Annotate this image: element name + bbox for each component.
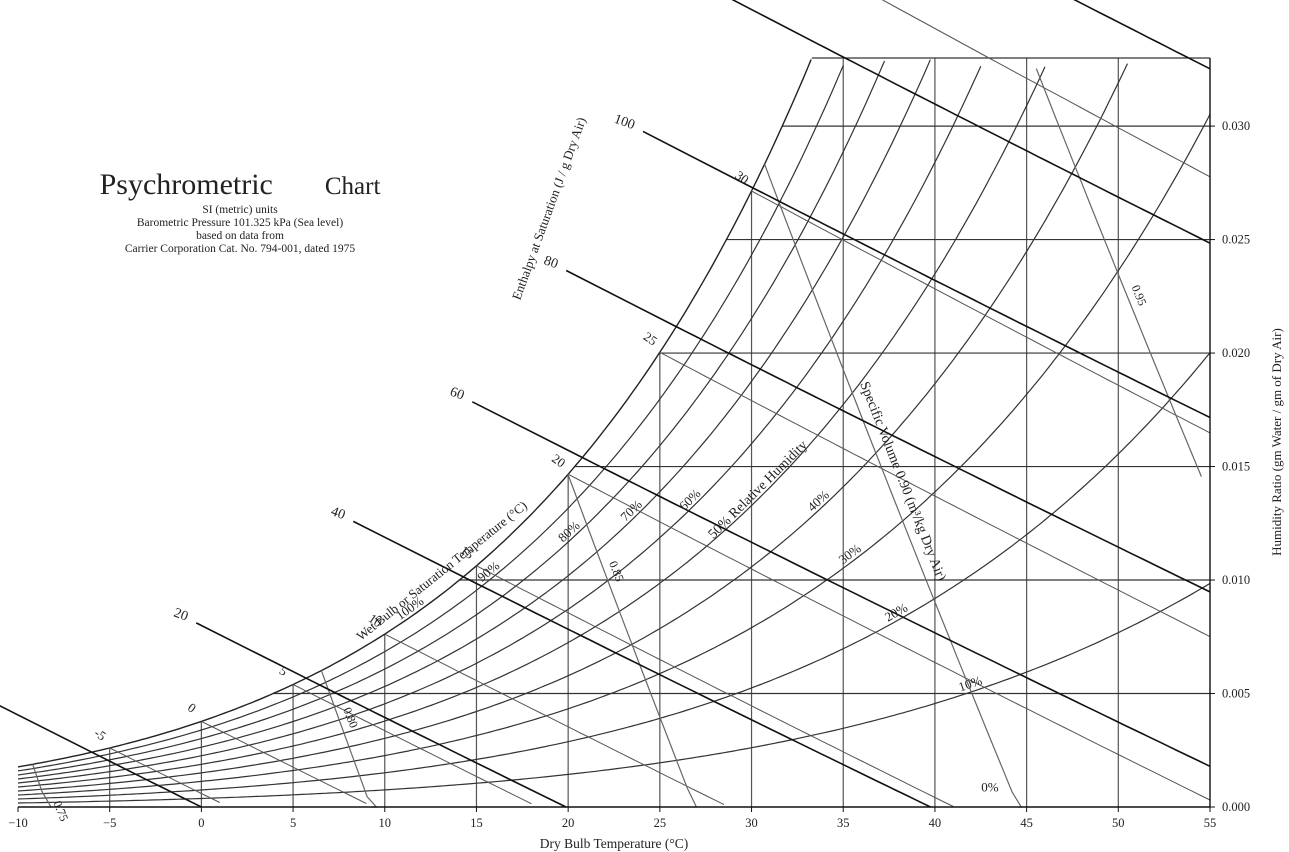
enthalpy-line-0 xyxy=(0,704,202,808)
rh-curve-40 xyxy=(17,63,1129,792)
rh-curve-50 xyxy=(17,66,1046,788)
rh-curve-70 xyxy=(17,59,931,780)
enthalpy-line-40 xyxy=(352,520,931,808)
rh-label-30: 30% xyxy=(836,541,864,567)
specific-volume-line-0.80 xyxy=(320,670,378,808)
y-tick-label: 0.025 xyxy=(1222,233,1250,247)
enthalpy-line-80 xyxy=(565,269,1211,593)
subtitle-source-intro: based on data from xyxy=(196,230,284,242)
enthalpy-label-100: 100 xyxy=(612,112,637,133)
wet-bulb-label-30: 30 xyxy=(732,167,751,187)
wet-bulb-line-25 xyxy=(659,351,1211,638)
wet-bulb-line-5 xyxy=(292,684,532,805)
wet-bulb-line-15 xyxy=(476,565,954,807)
rh-label-0: 0% xyxy=(981,780,999,795)
subtitle-units: SI (metric) units xyxy=(202,204,278,216)
x-tick-label: −10 xyxy=(8,816,28,830)
rh-label-60: 60% xyxy=(676,486,704,514)
x-tick-label: 30 xyxy=(745,816,758,830)
wet-bulb-label-25: 25 xyxy=(641,329,660,349)
enthalpy-label-20: 20 xyxy=(172,606,190,625)
x-tick-label: 35 xyxy=(837,816,850,830)
rh-label-40: 40% xyxy=(804,487,832,514)
wet-bulb-line-0 xyxy=(201,720,367,805)
rh-curve-30 xyxy=(17,114,1211,796)
y-tick-label: 0.030 xyxy=(1222,119,1250,133)
x-tick-label: 40 xyxy=(929,816,942,830)
rh-label-10: 10% xyxy=(956,673,984,695)
wet-bulb-line-20 xyxy=(567,473,1211,801)
subtitle-pressure: Barometric Pressure 101.325 kPa (Sea lev… xyxy=(136,217,344,229)
enthalpy-line-20 xyxy=(195,622,567,808)
x-axis-label: Dry Bulb Temperature (°C) xyxy=(540,836,689,851)
specific-volume-line-0.90 xyxy=(764,163,1023,808)
y-tick-label: 0.005 xyxy=(1222,687,1250,701)
chart-title-word-1: Psychrometric xyxy=(99,168,273,201)
wet-bulb-line-10 xyxy=(384,633,725,806)
y-tick-label: 0.010 xyxy=(1222,573,1250,587)
rh-curve-80 xyxy=(17,60,886,776)
specific-volume-line-0.85 xyxy=(567,474,698,808)
rh-curve-100 xyxy=(17,59,812,768)
specific-volume-label-0.95: 0.95 xyxy=(1129,283,1150,308)
rh-curve-60 xyxy=(17,65,982,784)
rh-curve-20 xyxy=(17,352,1211,800)
enthalpy-line-120 xyxy=(731,0,1211,244)
rh-label-50: 50% Relative Humidity xyxy=(706,438,811,542)
x-tick-label: 10 xyxy=(379,816,392,830)
wet-bulb-label--5: -5 xyxy=(92,725,109,744)
specific-volume-line-0.95 xyxy=(1035,68,1202,477)
enthalpy-line-100 xyxy=(642,130,1211,419)
y-axis-label: Humidity Ratio (gm Water / gm of Dry Air… xyxy=(1269,328,1284,556)
rh-curve-10 xyxy=(17,582,1211,804)
x-tick-label: 15 xyxy=(470,816,483,830)
rh-label-70: 70% xyxy=(617,497,645,524)
enthalpy-label-80: 80 xyxy=(542,253,560,272)
specific-volume-label-0.80: 0.80 xyxy=(340,705,361,730)
x-tick-label: 5 xyxy=(290,816,296,830)
wet-bulb-label-0: 0 xyxy=(185,700,199,716)
x-tick-label: 20 xyxy=(562,816,575,830)
title-block: Psychrometric Chart SI (metric) units Bar… xyxy=(60,168,420,256)
y-tick-label: 0.000 xyxy=(1222,800,1250,814)
enthalpy-axis-label: Enthalpy at Saturation (J / g Dry Air) xyxy=(509,115,589,302)
rh-label-80: 80% xyxy=(555,518,583,545)
wet-bulb-line-35 xyxy=(881,0,1211,178)
x-tick-label: 0 xyxy=(198,816,204,830)
chart-title-word-2: Chart xyxy=(324,173,381,200)
x-tick-label: 25 xyxy=(654,816,667,830)
x-tick-label: 45 xyxy=(1020,816,1033,830)
wet-bulb-line--5 xyxy=(109,747,220,803)
enthalpy-line-60 xyxy=(471,401,1211,768)
enthalpy-line-140 xyxy=(1073,0,1211,70)
rh-curve-90 xyxy=(17,65,844,772)
enthalpy-label-40: 40 xyxy=(329,504,347,523)
y-tick-label: 0.020 xyxy=(1222,346,1250,360)
subtitle-source: Carrier Corporation Cat. No. 794-001, da… xyxy=(124,243,356,255)
x-tick-label: 50 xyxy=(1112,816,1125,830)
chart-title: Psychrometric Chart xyxy=(60,168,420,204)
enthalpy-label-60: 60 xyxy=(448,385,466,404)
wet-bulb-label-20: 20 xyxy=(549,451,568,471)
wet-bulb-line-30 xyxy=(751,190,1211,434)
y-tick-label: 0.015 xyxy=(1222,460,1250,474)
x-tick-label: −5 xyxy=(103,816,116,830)
x-tick-label: 55 xyxy=(1204,816,1217,830)
